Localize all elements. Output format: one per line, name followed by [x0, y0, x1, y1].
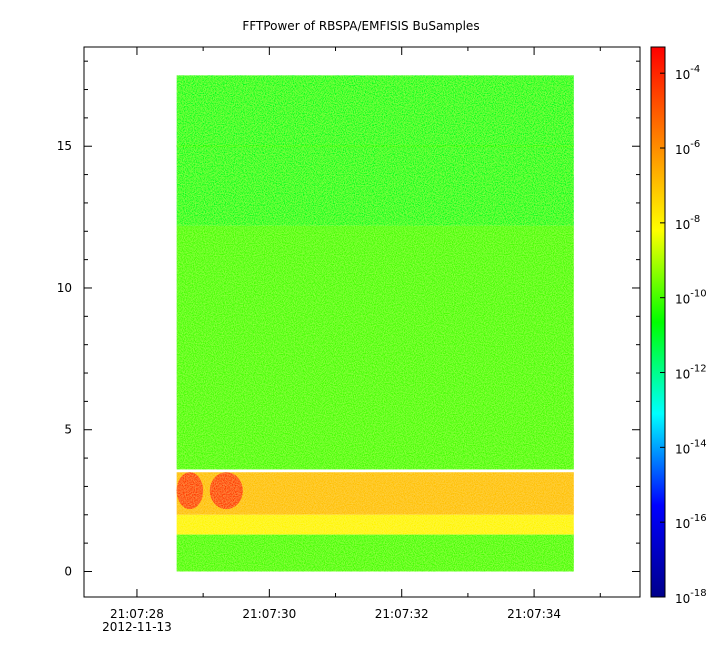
x-tick-label: 21:07:34	[507, 607, 561, 621]
power-band-0	[176, 75, 574, 226]
y-tick-label: 5	[64, 423, 72, 437]
plot-area	[83, 46, 641, 598]
x-tick-sublabel: 2012-11-13	[102, 620, 172, 634]
colorbar-tick-label: 10-8	[675, 214, 700, 232]
colorbar-tick-label: 10-16	[675, 513, 707, 531]
colorbar-tick-label: 10-12	[675, 364, 707, 382]
y-tick-label: 15	[57, 139, 72, 153]
chart-title: FFTPower of RBSPA/EMFISIS BuSamples	[242, 19, 479, 33]
power-burst-0	[176, 472, 204, 510]
spectrogram-data	[176, 75, 574, 572]
colorbar-tick-label: 10-18	[675, 588, 707, 606]
power-band-4	[176, 534, 574, 572]
x-tick-label: 21:07:30	[242, 607, 296, 621]
colorbar-tick-label: 10-10	[675, 289, 707, 307]
x-tick-label: 21:07:32	[375, 607, 429, 621]
colorbar: 10-4 10-6 10-8 10-10 10-12 10-14 10-16 10-18	[650, 46, 707, 606]
plot-frame	[83, 46, 641, 598]
x-tick-label: 21:07:28	[110, 607, 164, 621]
power-band-3	[176, 514, 574, 535]
colorbar-tick-label: 10-4	[675, 64, 700, 82]
colorbar-tick-label: 10-14	[675, 438, 707, 456]
power-band-2	[176, 472, 574, 515]
power-burst-1	[209, 472, 243, 510]
power-band-1	[176, 225, 574, 470]
y-tick-label: 10	[57, 281, 72, 295]
colorbar-gradient	[650, 46, 666, 598]
y-axis: 0 5 10 15	[57, 60, 640, 578]
y-tick-label: 0	[64, 564, 72, 578]
colorbar-tick-label: 10-6	[675, 139, 700, 157]
power-line-0	[176, 145, 574, 148]
